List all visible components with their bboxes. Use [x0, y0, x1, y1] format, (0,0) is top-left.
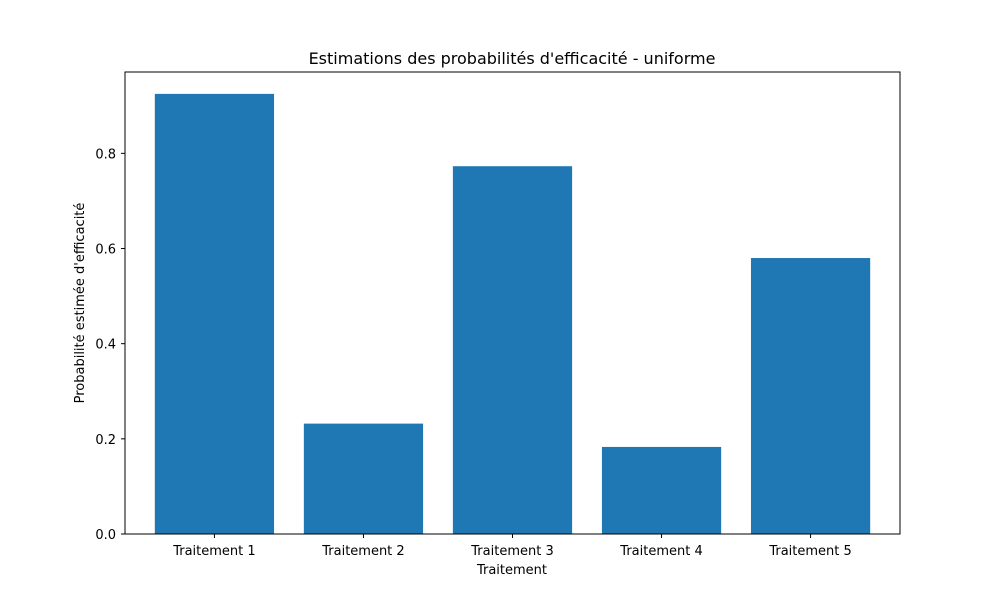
y-tick-label: 0.8 [95, 147, 116, 162]
x-axis-label: Traitement [476, 563, 547, 578]
x-tick-label: Traitement 3 [470, 544, 553, 559]
x-tick-label: Traitement 5 [768, 544, 851, 559]
bar-1 [154, 93, 275, 534]
y-tick-label: 0.0 [95, 528, 116, 543]
x-tick-label: Traitement 1 [172, 544, 255, 559]
x-axis: Traitement 1 Traitement 2 Traitement 3 Trai… [172, 534, 852, 559]
y-axis-label: Probabilité estimée d'efficacité [73, 203, 88, 404]
x-tick-label: Traitement 2 [321, 544, 404, 559]
y-tick-label: 0.4 [95, 338, 116, 353]
y-tick-label: 0.6 [95, 243, 116, 258]
chart-title: Estimations des probabilités d'efficacit… [309, 49, 716, 68]
bar-5 [750, 258, 871, 534]
bar-4 [601, 446, 722, 534]
y-tick-label: 0.2 [95, 433, 116, 448]
y-axis: 0.0 0.2 0.4 0.6 0.8 [95, 147, 125, 543]
bar-2 [303, 423, 424, 534]
plot-area [154, 93, 871, 534]
x-tick-label: Traitement 4 [619, 544, 702, 559]
bar-3 [452, 166, 573, 534]
